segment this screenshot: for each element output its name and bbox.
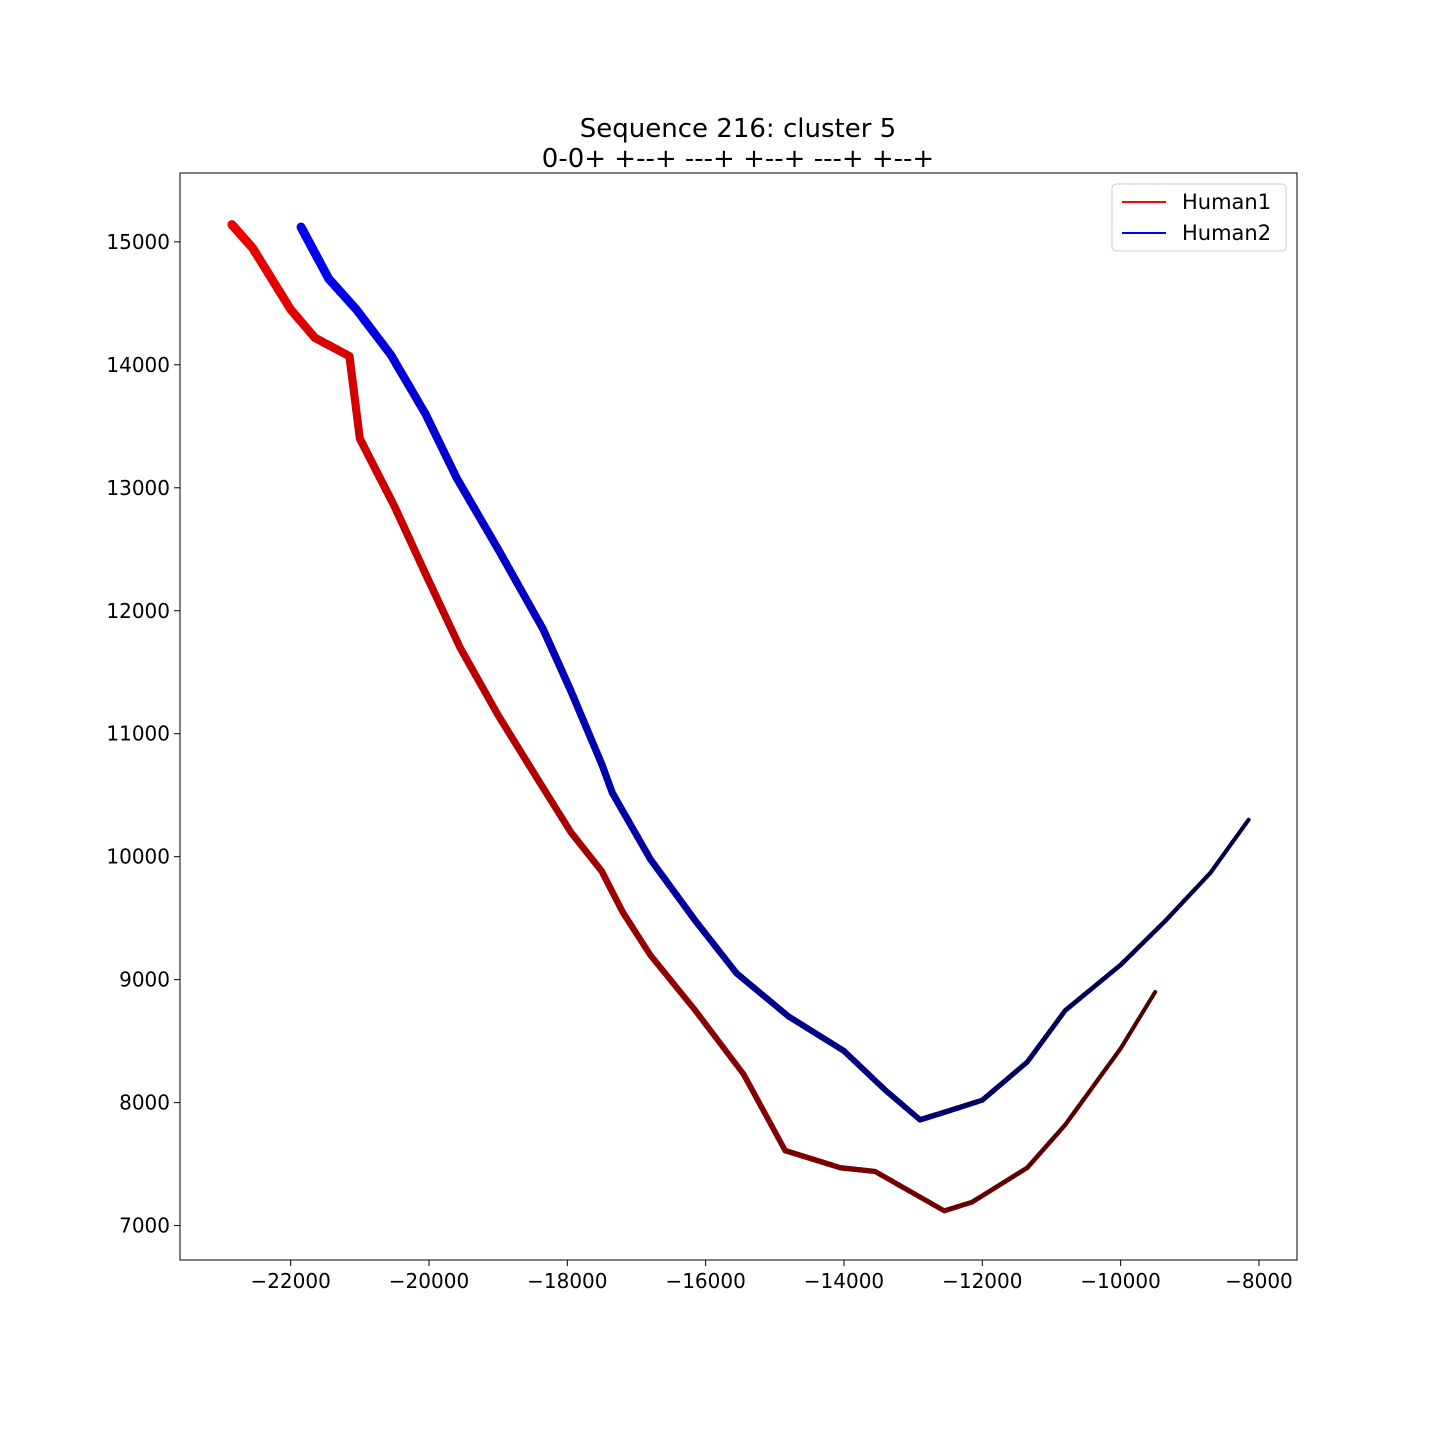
legend-box [1111,183,1287,252]
x-tick-label: −14000 [804,1269,884,1293]
legend-label-human2: Human2 [1182,221,1271,245]
series-segment [1243,817,1251,827]
chart-title: Sequence 216: cluster 5 [580,114,896,144]
x-tick-label: −22000 [250,1269,330,1293]
y-tick-label: 10000 [106,845,170,869]
y-tick-label: 7000 [119,1214,170,1238]
series-layer [227,220,1251,1214]
y-tick-label: 9000 [119,968,170,992]
legend-label-human1: Human1 [1182,190,1271,214]
x-tick-label: −18000 [527,1269,607,1293]
x-tick-label: −16000 [665,1269,745,1293]
series-line-human1 [227,220,1158,1214]
legend: Human1 Human2 [1111,183,1287,252]
y-axis: 7000 8000 9000 10000 11000 12000 13000 14000 150… [106,230,180,1238]
plot-frame [179,172,1298,1261]
y-tick-label: 8000 [119,1091,170,1115]
series-segment [1150,989,1158,999]
y-tick-label: 12000 [106,599,170,623]
chart-subtitle: 0-0+ +--+ ---+ +--+ ---+ +--+ [542,144,934,174]
y-tick-label: 14000 [106,353,170,377]
y-tick-label: 15000 [106,230,170,254]
y-tick-label: 11000 [106,722,170,746]
x-tick-label: −20000 [389,1269,469,1293]
y-tick-label: 13000 [106,476,170,500]
x-tick-label: −8000 [1225,1269,1293,1293]
x-tick-label: −12000 [942,1269,1022,1293]
x-tick-label: −10000 [1080,1269,1160,1293]
x-axis: −22000 −20000 −18000 −16000 −14000 −12000 −100… [250,1260,1293,1293]
series-line-human2 [296,222,1251,1123]
